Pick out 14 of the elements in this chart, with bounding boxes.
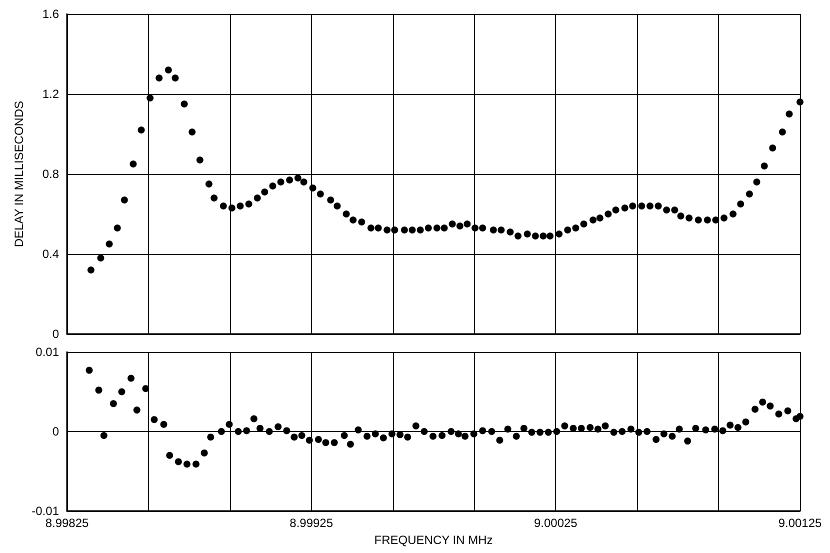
- x-tick-label: 8.99825: [45, 516, 90, 530]
- y-tick-label: 1.2: [42, 87, 60, 101]
- y-tick-label: 0: [52, 327, 60, 341]
- y-tick-label: 0.4: [42, 247, 60, 261]
- x-tick-label: 9.00125: [778, 516, 822, 530]
- y-tick-label: -0.01: [32, 504, 60, 518]
- y-tick-label: 0: [52, 424, 60, 438]
- y-axis-title: DELAY IN MILLISECONDS: [12, 100, 26, 248]
- y-tick-label: 1.6: [42, 7, 60, 21]
- x-tick-label: 8.99925: [290, 516, 334, 530]
- y-tick-label: 0.01: [36, 345, 60, 359]
- y-tick-label: 0.8: [42, 167, 60, 181]
- x-tick-label: 9.00025: [534, 516, 578, 530]
- x-axis-title: FREQUENCY IN MHz: [374, 532, 493, 547]
